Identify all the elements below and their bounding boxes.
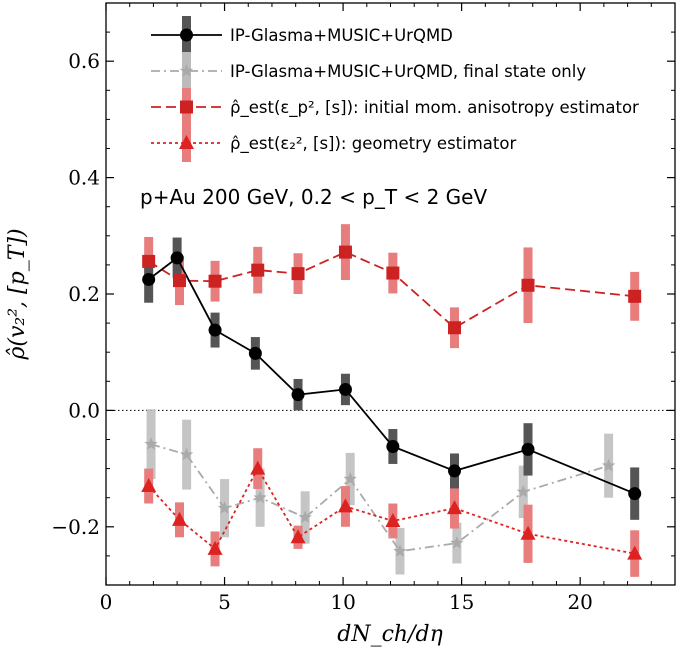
y-tick-label: 0.0 xyxy=(68,398,100,422)
data-point xyxy=(179,447,194,461)
data-point xyxy=(450,536,464,549)
legend-label: ρ̂_est(ε₂², [s]): geometry estimator xyxy=(230,134,516,154)
y-tick-label: 0.4 xyxy=(68,166,100,190)
legend-swatch-marker xyxy=(179,135,194,149)
legend: IP-Glasma+MUSIC+UrQMD IP-Glasma+MUSIC+UrQ… xyxy=(151,16,639,162)
data-point xyxy=(141,478,157,493)
y-axis-label: ρ̂(v₂², [p_T]) xyxy=(5,228,30,360)
legend-swatch-marker xyxy=(180,100,193,114)
x-tick-label: 5 xyxy=(218,590,231,614)
series-line xyxy=(150,443,609,553)
data-point xyxy=(337,498,353,513)
series-markers xyxy=(141,245,643,560)
y-tick-label: 0.2 xyxy=(68,282,100,306)
data-point xyxy=(628,289,642,303)
data-point xyxy=(207,540,223,555)
series-lines xyxy=(148,251,636,555)
data-point xyxy=(343,472,357,485)
data-point xyxy=(290,529,306,544)
data-point xyxy=(448,464,462,478)
chart-annotation: p+Au 200 GeV, 0.2 < p_T < 2 GeV xyxy=(140,185,487,209)
series-line xyxy=(148,256,636,495)
data-point xyxy=(251,263,265,277)
y-tick-label: −0.2 xyxy=(51,515,100,539)
data-point xyxy=(628,487,642,501)
x-tick-label: 10 xyxy=(330,590,355,614)
series-line xyxy=(148,251,635,329)
data-point xyxy=(386,266,400,280)
data-point xyxy=(142,254,156,268)
legend-swatch-marker xyxy=(180,28,193,42)
data-point xyxy=(170,251,184,265)
data-point xyxy=(447,500,463,515)
legend-label: IP-Glasma+MUSIC+UrQMD xyxy=(230,26,453,45)
data-point xyxy=(520,525,536,540)
data-point xyxy=(386,439,400,453)
data-point xyxy=(385,512,401,527)
data-point xyxy=(521,278,535,292)
legend-swatch-marker xyxy=(179,64,194,77)
y-tick-label: 0.6 xyxy=(68,49,100,73)
data-point xyxy=(142,272,156,286)
data-point xyxy=(291,267,305,281)
data-point xyxy=(144,437,158,450)
x-tick-label: 15 xyxy=(449,590,474,614)
data-point xyxy=(248,346,262,360)
data-point xyxy=(208,323,222,337)
data-point xyxy=(521,442,535,456)
legend-label: ρ̂_est(ε_p², [s]): initial mom. anisotro… xyxy=(230,98,639,118)
data-point xyxy=(298,510,312,524)
data-point xyxy=(172,274,186,288)
data-point xyxy=(291,388,305,402)
series-line xyxy=(148,466,635,555)
data-point xyxy=(171,511,187,526)
x-axis-label: dN_ch/dη xyxy=(337,622,443,647)
data-point xyxy=(338,382,352,396)
data-point xyxy=(393,544,407,557)
data-point xyxy=(601,458,616,472)
data-point xyxy=(250,460,266,475)
x-tick-label: 0 xyxy=(100,590,113,614)
data-point xyxy=(516,484,530,498)
data-point xyxy=(448,321,462,335)
data-point xyxy=(217,501,232,514)
data-point xyxy=(627,545,643,560)
data-point xyxy=(253,490,267,504)
axis-ticks: 0 5 10 15 20 −0.2 0.0 0.2 0.4 0.6 xyxy=(51,2,676,614)
data-point xyxy=(208,274,222,288)
plot-frame xyxy=(105,2,676,586)
data-point xyxy=(338,245,352,259)
legend-label: IP-Glasma+MUSIC+UrQMD, final state only xyxy=(230,62,586,81)
x-tick-label: 20 xyxy=(567,590,592,614)
